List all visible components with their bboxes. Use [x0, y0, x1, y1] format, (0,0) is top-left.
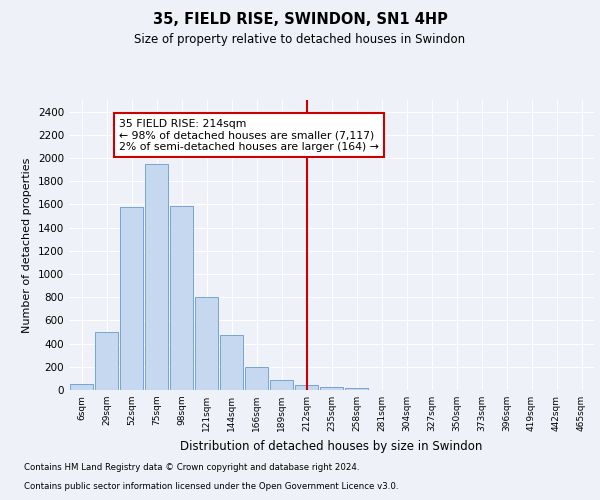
Bar [295, 386, 318, 390]
Y-axis label: Number of detached properties: Number of detached properties [22, 158, 32, 332]
Bar [95, 332, 118, 390]
Bar [320, 386, 343, 390]
X-axis label: Distribution of detached houses by size in Swindon: Distribution of detached houses by size … [181, 440, 482, 452]
Bar [70, 384, 93, 390]
Bar [245, 367, 268, 390]
Bar [220, 336, 243, 390]
Text: Contains public sector information licensed under the Open Government Licence v3: Contains public sector information licen… [24, 482, 398, 491]
Text: 35 FIELD RISE: 214sqm
← 98% of detached houses are smaller (7,117)
2% of semi-de: 35 FIELD RISE: 214sqm ← 98% of detached … [119, 118, 379, 152]
Bar [345, 388, 368, 390]
Bar [120, 206, 143, 390]
Bar [270, 380, 293, 390]
Text: Contains HM Land Registry data © Crown copyright and database right 2024.: Contains HM Land Registry data © Crown c… [24, 464, 359, 472]
Bar [170, 206, 193, 390]
Text: Size of property relative to detached houses in Swindon: Size of property relative to detached ho… [134, 32, 466, 46]
Bar [195, 297, 218, 390]
Text: 35, FIELD RISE, SWINDON, SN1 4HP: 35, FIELD RISE, SWINDON, SN1 4HP [152, 12, 448, 28]
Bar [145, 164, 168, 390]
